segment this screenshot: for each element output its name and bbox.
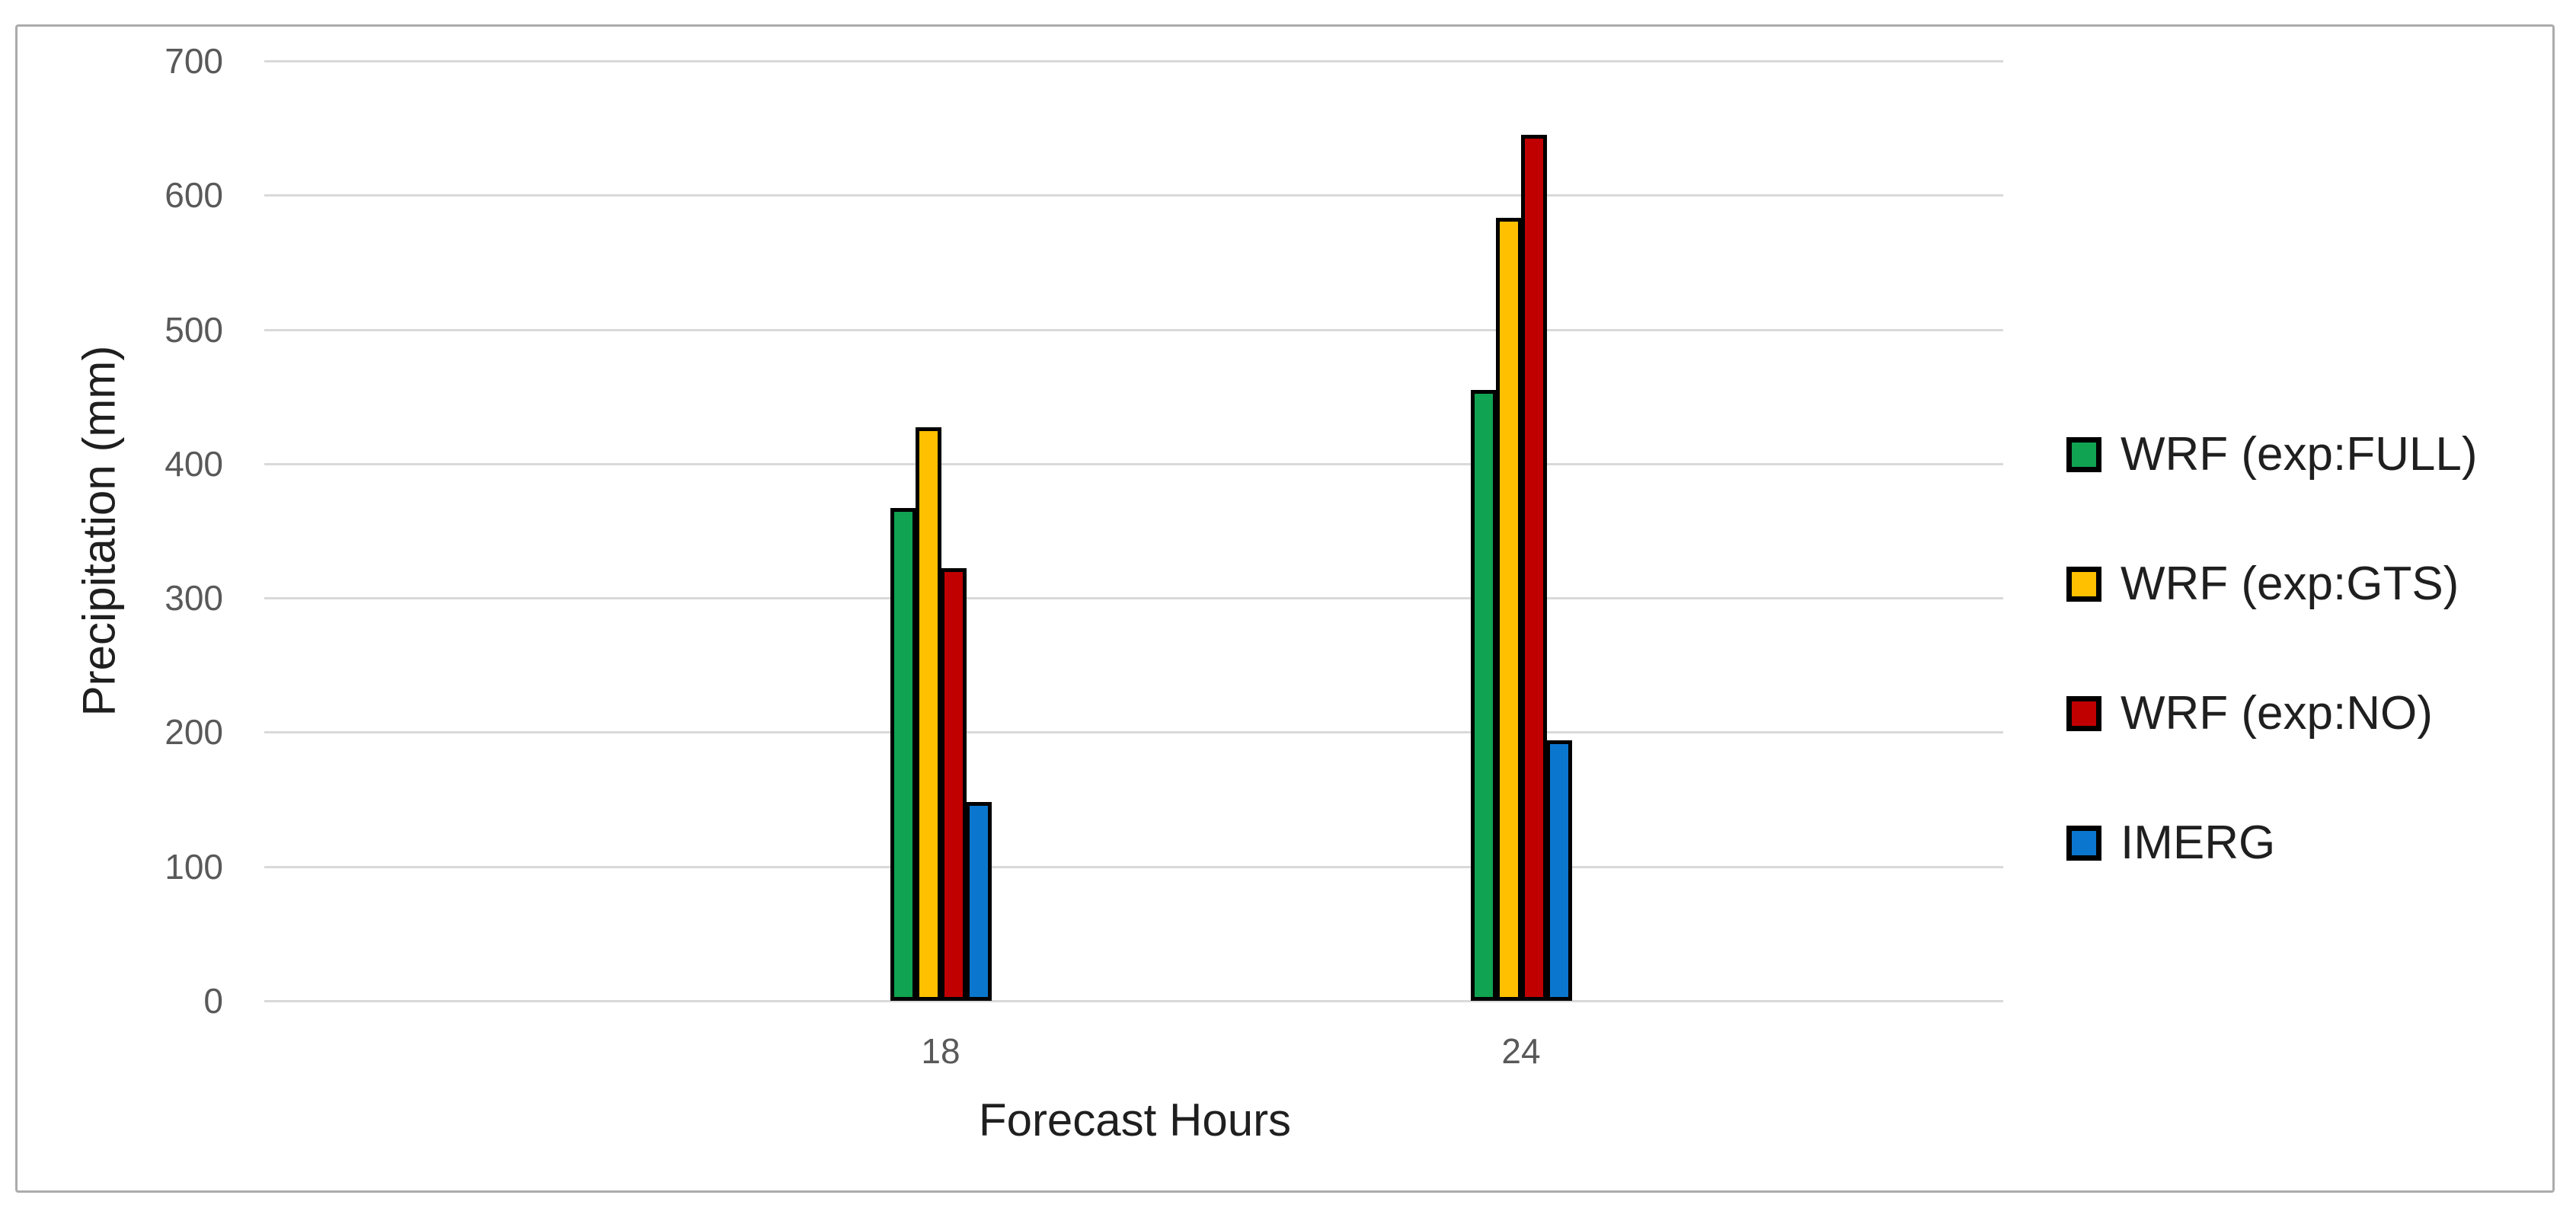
legend-item-label: WRF (exp:FULL) bbox=[2121, 428, 2478, 481]
bar-wrf-exp-no--24 bbox=[1520, 134, 1547, 1001]
gridline bbox=[264, 1000, 2003, 1002]
gridline bbox=[264, 60, 2003, 62]
bar-imerg-18 bbox=[965, 802, 992, 1001]
y-axis-title: Precipitation (mm) bbox=[73, 345, 125, 717]
y-tick-label: 400 bbox=[165, 443, 223, 484]
x-tick-label: 24 bbox=[1501, 1031, 1541, 1071]
gridline bbox=[264, 865, 2003, 868]
bar-wrf-exp-no--18 bbox=[940, 568, 967, 1001]
bar-wrf-exp-full--24 bbox=[1470, 389, 1497, 1001]
y-tick-label: 0 bbox=[203, 981, 223, 1021]
gridline bbox=[264, 462, 2003, 465]
legend-swatch-icon bbox=[2066, 437, 2101, 472]
legend-item-label: IMERG bbox=[2121, 816, 2276, 869]
y-tick-label: 200 bbox=[165, 712, 223, 752]
gridline bbox=[264, 328, 2003, 331]
y-tick-label: 700 bbox=[165, 41, 223, 81]
legend-item-label: WRF (exp:NO) bbox=[2121, 687, 2433, 740]
bar-imerg-24 bbox=[1545, 740, 1572, 1001]
legend-swatch-icon bbox=[2066, 696, 2101, 731]
gridline bbox=[264, 194, 2003, 197]
x-axis-title: Forecast Hours bbox=[978, 1094, 1292, 1146]
chart-frame bbox=[15, 24, 2555, 1193]
y-tick-label: 600 bbox=[165, 175, 223, 216]
y-tick-label: 500 bbox=[165, 309, 223, 350]
gridline bbox=[264, 597, 2003, 600]
legend-swatch-icon bbox=[2066, 567, 2101, 602]
legend-swatch-icon bbox=[2066, 826, 2101, 861]
y-tick-label: 100 bbox=[165, 846, 223, 887]
y-tick-label: 300 bbox=[165, 578, 223, 618]
x-tick-label: 18 bbox=[921, 1031, 960, 1071]
legend-item-label: WRF (exp:GTS) bbox=[2121, 558, 2459, 610]
gridline bbox=[264, 731, 2003, 734]
bar-wrf-exp-gts--18 bbox=[915, 427, 941, 1001]
bar-wrf-exp-gts--24 bbox=[1495, 218, 1522, 1001]
bar-wrf-exp-full--18 bbox=[890, 508, 916, 1001]
